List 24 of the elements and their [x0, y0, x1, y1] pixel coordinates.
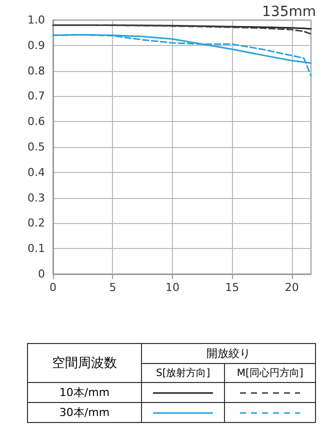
y-tick-label: 0.1 [28, 242, 45, 256]
x-tick-label: 15 [225, 281, 240, 294]
y-tick-label: 0 [38, 268, 45, 280]
y-tick-label: 0.8 [28, 64, 45, 78]
y-tick-label: 0.6 [28, 115, 45, 128]
y-tick-label: 0.5 [28, 140, 45, 154]
text: S[放射方向] [142, 364, 225, 382]
y-tick-label: 0.9 [28, 38, 45, 52]
chart-title: 135mm [262, 4, 316, 20]
text: 10本/mm [28, 382, 142, 402]
y-tick-label: 0.7 [28, 90, 45, 103]
y-tick-label: 1.0 [28, 14, 45, 26]
y-tick-label: 0.4 [28, 166, 45, 179]
y-tick-label: 0.2 [28, 216, 45, 230]
y-tick-label: 0.3 [28, 191, 45, 204]
x-tick-label: 20 [284, 281, 299, 294]
text: 30本/mm [28, 402, 142, 422]
text: 空間周波数 [28, 344, 142, 382]
text: 開放絞り [142, 344, 316, 364]
text: M[同心円方向] [224, 364, 316, 382]
x-tick-label: 5 [109, 281, 116, 294]
x-tick-label: 10 [165, 281, 180, 294]
x-tick-label: 0 [50, 281, 56, 294]
line-series [52, 24, 312, 35]
